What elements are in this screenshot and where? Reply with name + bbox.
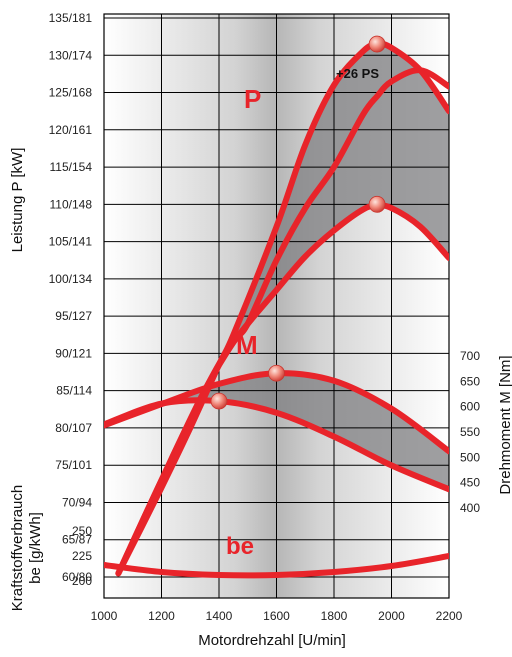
power-curve-tuned xyxy=(115,40,449,577)
fuel-curve-label: be xyxy=(226,533,254,560)
power-y-tick-label: 115/154 xyxy=(50,160,93,174)
torque-y-tick-label: 450 xyxy=(460,476,480,490)
power-y-tick-label: 100/134 xyxy=(49,272,93,286)
power-curve-original xyxy=(115,202,449,577)
torque-y-tick-label: 400 xyxy=(460,501,480,515)
fuel-y-tick-label: 250 xyxy=(72,524,92,538)
plot-frame xyxy=(103,13,450,599)
fuel-axis-title: Kraftstoffverbrauchbe [g/kWh] xyxy=(9,485,44,611)
power-y-tick-label: 85/114 xyxy=(56,384,92,398)
x-tick-label: 2000 xyxy=(378,609,405,623)
power-y-tick-label: 130/174 xyxy=(49,48,93,62)
torque-gain-shade xyxy=(104,373,449,490)
x-axis-title: Motordrehzahl [U/min] xyxy=(198,632,346,649)
power-y-tick-label: 105/141 xyxy=(49,235,93,249)
x-tick-label: 1800 xyxy=(321,609,348,623)
x-tick-label: 1400 xyxy=(206,609,233,623)
power-y-tick-label: 70/94 xyxy=(62,495,92,509)
power-gain-annotation: +26 PS xyxy=(336,66,379,81)
torque-axis-title: Drehmoment M [Nm] xyxy=(497,355,512,494)
fuel-y-tick-label: 225 xyxy=(72,549,92,563)
shaded-difference-areas xyxy=(104,43,449,574)
torque-peak-marker xyxy=(268,364,285,382)
x-tick-label: 1000 xyxy=(91,609,118,623)
x-tick-label: 2200 xyxy=(436,609,463,623)
power-y-tick-label: 135/181 xyxy=(49,11,93,25)
x-tick-label: 1600 xyxy=(263,609,290,623)
torque-y-tick-label: 500 xyxy=(460,450,480,464)
power-y-tick-label: 90/121 xyxy=(55,346,92,360)
power-y-tick-label: 95/127 xyxy=(55,309,92,323)
torque-y-tick-label: 700 xyxy=(460,349,480,363)
power-y-tick-label: 75/101 xyxy=(55,458,92,472)
power-y-tick-label: 125/168 xyxy=(49,86,93,100)
power-peak-marker xyxy=(368,35,386,53)
tick-labels: 1000 1200 1400 1600 1800 2000 2200 60/80 65/87 70… xyxy=(49,11,481,623)
power-curve-label: P xyxy=(244,84,261,114)
power-gain-shade xyxy=(118,43,449,574)
torque-y-tick-label: 650 xyxy=(460,374,480,388)
power-y-tick-label: 65/87 xyxy=(62,533,92,547)
power-y-tick-label: 120/161 xyxy=(49,123,93,137)
x-tick-label: 1200 xyxy=(148,609,175,623)
fuel-y-tick-label: 200 xyxy=(72,574,92,588)
fuel-axis-title-line1: Kraftstoffverbrauch xyxy=(9,485,26,611)
power-peak-marker xyxy=(368,195,386,213)
torque-y-tick-label: 600 xyxy=(460,400,480,414)
power-y-tick-label: 80/107 xyxy=(55,421,92,435)
torque-y-tick-label: 550 xyxy=(460,425,480,439)
fuel-consumption-curve xyxy=(104,553,449,579)
fuel-axis-title-line2: be [g/kWh] xyxy=(27,512,44,584)
power-y-tick-label: 60/80 xyxy=(62,570,92,584)
power-axis-title: Leistung P [kW] xyxy=(9,148,26,253)
torque-curve-label: M xyxy=(236,330,258,360)
peak-markers xyxy=(210,35,386,410)
torque-peak-marker xyxy=(210,392,228,410)
power-y-tick-label: 110/148 xyxy=(50,197,93,211)
